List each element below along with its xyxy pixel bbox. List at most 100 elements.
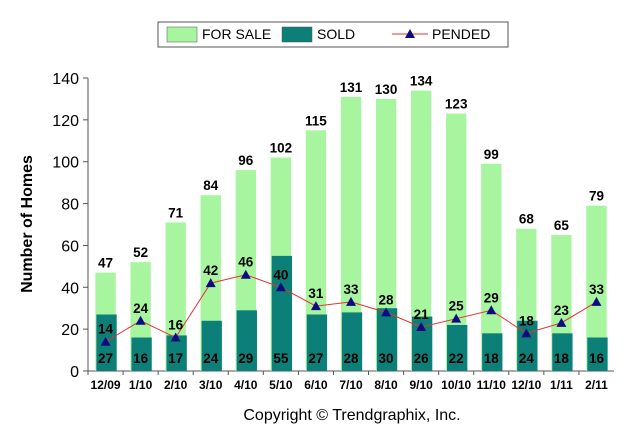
for-sale-value-label: 79 (589, 189, 604, 204)
sold-bar (552, 333, 573, 371)
sold-value-label: 18 (554, 351, 570, 366)
pended-value-label: 33 (589, 282, 605, 297)
sold-value-label: 26 (414, 351, 430, 366)
sold-bar (517, 320, 538, 371)
sold-value-label: 29 (238, 351, 253, 366)
sold-value-label: 27 (308, 351, 323, 366)
y-axis-label: Number of Homes (19, 155, 36, 293)
pended-value-label: 42 (203, 263, 218, 278)
x-tick-label: 8/10 (374, 378, 398, 392)
y-tick-label: 60 (61, 238, 79, 255)
sold-value-label: 30 (379, 351, 394, 366)
x-tick-label: 12/10 (511, 378, 541, 392)
for-sale-value-label: 130 (375, 82, 398, 97)
sold-bar (236, 310, 257, 371)
for-sale-value-label: 65 (554, 218, 570, 233)
for-sale-bar (446, 113, 467, 371)
pended-value-label: 16 (168, 318, 184, 333)
sold-bar (447, 324, 468, 371)
x-tick-label: 10/10 (441, 378, 471, 392)
for-sale-value-label: 131 (340, 80, 363, 95)
legend-label-for-sale: FOR SALE (202, 26, 271, 42)
pended-marker (486, 305, 497, 315)
pended-marker (556, 317, 567, 327)
y-tick-label: 80 (61, 197, 79, 214)
bars (95, 90, 608, 372)
for-sale-value-label: 134 (410, 74, 433, 89)
sold-value-label: 16 (589, 351, 605, 366)
sold-value-label: 24 (519, 351, 535, 366)
legend-box (157, 21, 509, 48)
sold-bar (306, 314, 328, 371)
for-sale-value-label: 96 (238, 153, 254, 168)
y-tick-label: 140 (52, 71, 79, 88)
pended-marker (310, 301, 321, 311)
copyright-text: Copyright © Trendgraphix, Inc. (243, 407, 460, 424)
y-tick-label: 20 (61, 322, 79, 339)
sold-value-label: 22 (449, 351, 464, 366)
pended-marker (416, 322, 427, 332)
sold-bar (271, 255, 293, 371)
for-sale-bar (305, 130, 327, 371)
x-tick-label: 11/10 (477, 378, 507, 392)
pended-marker (521, 328, 532, 338)
x-tick-label: 7/10 (339, 378, 363, 392)
pended-value-label: 31 (308, 286, 324, 301)
x-tick-label: 3/10 (199, 378, 223, 392)
sold-bar (482, 333, 503, 371)
pended-value-label: 29 (484, 290, 499, 305)
value-labels: 47 52 71 84 96 102 115 131 130 134 123 99 68 65 79 27 16… (98, 74, 604, 366)
legend-label-sold: SOLD (317, 26, 355, 42)
sold-value-label: 24 (203, 351, 219, 366)
pended-value-label: 28 (379, 292, 395, 307)
for-sale-value-label: 99 (484, 147, 499, 162)
for-sale-value-label: 47 (98, 256, 113, 271)
for-sale-bar (586, 205, 607, 371)
for-sale-bar (375, 98, 397, 371)
y-ticks: 0 20 40 60 80 100 120 140 (52, 71, 88, 381)
pended-value-label: 23 (554, 303, 570, 318)
sold-bar (341, 312, 363, 371)
y-tick-label: 100 (52, 155, 79, 172)
pended-marker (135, 315, 146, 325)
pended-value-label: 14 (98, 322, 114, 337)
legend-label-pended: PENDED (432, 26, 490, 42)
for-sale-bar (165, 222, 186, 371)
x-ticks: 12/09 1/10 2/10 3/10 4/10 5/10 6/10 7/10 8/10 9/1… (87, 371, 608, 392)
sold-value-label: 28 (343, 351, 359, 366)
x-tick-label: 6/10 (304, 378, 328, 392)
pended-value-label: 21 (414, 307, 430, 322)
y-tick-label: 40 (61, 280, 79, 297)
sold-value-label: 27 (98, 351, 113, 366)
y-tick-label: 120 (52, 113, 79, 130)
legend-marker-pended (405, 29, 415, 38)
legend-swatch-sold (281, 26, 313, 43)
pended-value-label: 18 (519, 313, 535, 328)
for-sale-value-label: 123 (445, 97, 468, 112)
x-tick-label: 2/10 (164, 378, 188, 392)
x-tick-label: 9/10 (409, 378, 433, 392)
pended-value-label: 40 (273, 267, 288, 282)
x-tick-label: 4/10 (234, 378, 258, 392)
for-sale-bar (481, 163, 502, 371)
legend-swatch-for-sale (166, 26, 198, 43)
for-sale-value-label: 84 (203, 178, 219, 193)
pended-marker (100, 336, 111, 346)
for-sale-value-label: 68 (519, 212, 535, 227)
sold-value-label: 17 (168, 351, 183, 366)
pended-marker (591, 296, 602, 306)
sold-bar (587, 337, 608, 371)
x-tick-label: 1/10 (129, 378, 153, 392)
pended-value-label: 46 (238, 255, 254, 270)
pended-marker (381, 307, 392, 317)
for-sale-value-label: 102 (270, 141, 293, 156)
sold-bar (201, 320, 222, 371)
pended-marker (240, 269, 251, 279)
sold-bar (376, 308, 398, 371)
pended-marker (451, 313, 462, 323)
x-tick-label: 1/11 (550, 378, 573, 392)
pended-value-label: 33 (343, 282, 359, 297)
for-sale-value-label: 115 (305, 113, 327, 128)
y-tick-label: 0 (70, 364, 79, 381)
sold-value-label: 16 (133, 351, 149, 366)
